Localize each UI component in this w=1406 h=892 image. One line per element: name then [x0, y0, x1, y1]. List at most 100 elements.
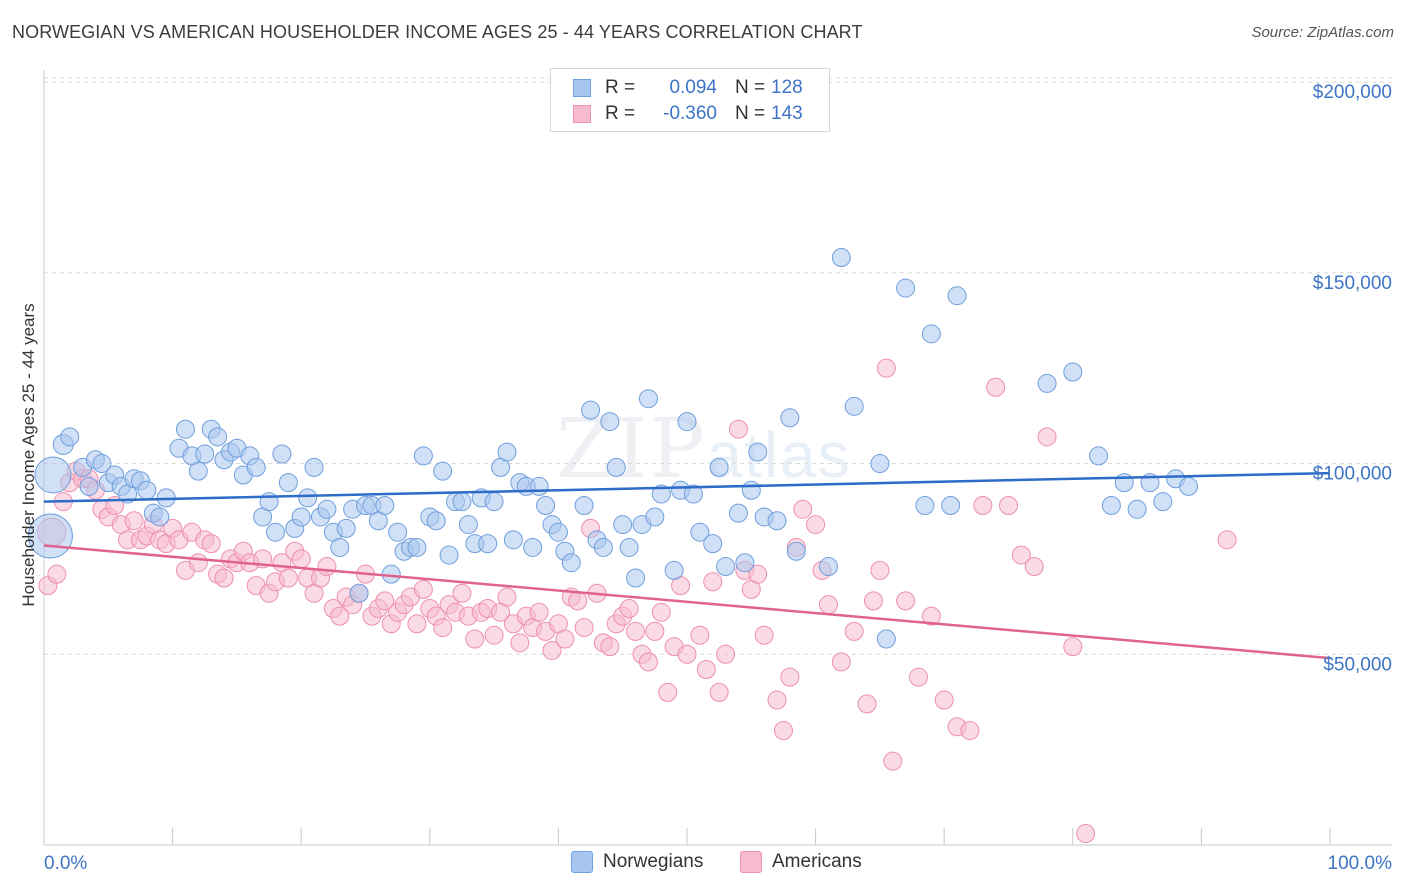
- norwegian-point: [581, 400, 601, 420]
- norwegian-point: [619, 537, 639, 557]
- norwegian-point: [741, 480, 761, 500]
- american-point: [863, 591, 883, 611]
- norwegian-point: [458, 515, 478, 535]
- norwegian-point: [786, 541, 806, 561]
- norwegian-point: [683, 484, 703, 504]
- norwegian-point: [150, 507, 170, 527]
- x-axis-ticks: [43, 828, 1331, 845]
- norwegian-point: [304, 457, 324, 477]
- norwegian-point: [246, 457, 266, 477]
- norwegian-point: [433, 461, 453, 481]
- american-point: [555, 629, 575, 649]
- norwegian-point: [561, 553, 581, 573]
- american-point: [600, 637, 620, 657]
- source-credit: Source: ZipAtlas.com: [1251, 24, 1394, 41]
- american-point: [780, 667, 800, 687]
- norwegian-point: [664, 560, 684, 580]
- americans-label: Americans: [772, 851, 862, 872]
- norwegian-point: [92, 454, 112, 474]
- y-axis-tick-labels: $50,000 $100,000 $150,000 $200,000: [1313, 82, 1392, 675]
- norwegian-point: [921, 324, 941, 344]
- norwegian-point: [818, 557, 838, 577]
- norwegian-point: [593, 537, 613, 557]
- americans-swatch: [740, 851, 762, 873]
- legend-r-label: R =: [605, 103, 636, 124]
- legend-item-americans[interactable]: Americans: [740, 851, 862, 873]
- norwegian-point: [497, 442, 517, 462]
- norwegian-point: [600, 412, 620, 432]
- american-point: [818, 595, 838, 615]
- american-point: [330, 606, 350, 626]
- legend-row-americans: R = -0.360 N = 143: [573, 102, 803, 126]
- trend-lines: [43, 471, 1331, 660]
- legend-swatch-pink: [573, 105, 591, 123]
- legend-r-value: 0.094: [669, 77, 717, 98]
- norwegian-point: [844, 396, 864, 416]
- american-point: [754, 625, 774, 645]
- norwegian-point: [613, 515, 633, 535]
- norwegian-point: [780, 408, 800, 428]
- norwegian-point: [137, 480, 157, 500]
- norwegian-point: [1037, 373, 1057, 393]
- x-tick-label-max: 100.0%: [1328, 853, 1393, 874]
- american-point: [291, 549, 311, 569]
- norwegian-point: [703, 534, 723, 554]
- american-point: [638, 652, 658, 672]
- norwegian-point: [536, 495, 556, 515]
- legend-item-norwegians[interactable]: Norwegians: [571, 851, 703, 873]
- american-point: [574, 618, 594, 638]
- american-point: [658, 682, 678, 702]
- american-point: [883, 751, 903, 771]
- american-point: [844, 621, 864, 641]
- legend-n-label: N =: [735, 77, 766, 98]
- legend-n-value: 143: [771, 103, 803, 124]
- norwegian-point: [413, 446, 433, 466]
- norwegian-point: [1127, 499, 1147, 519]
- american-point: [529, 602, 549, 622]
- norwegian-point: [503, 530, 523, 550]
- norwegian-point: [728, 503, 748, 523]
- norwegian-point: [1179, 476, 1199, 496]
- norwegian-point: [278, 473, 298, 493]
- american-point: [413, 579, 433, 599]
- norwegian-point: [870, 454, 890, 474]
- chart-title: NORWEGIAN VS AMERICAN HOUSEHOLDER INCOME…: [12, 22, 863, 42]
- norwegians-points: [27, 248, 1199, 649]
- norwegian-point: [831, 248, 851, 268]
- american-point: [497, 587, 517, 607]
- norwegian-point: [60, 427, 80, 447]
- norwegian-point: [606, 457, 626, 477]
- y-axis-label: Householder Income Ages 25 - 44 years: [19, 303, 38, 606]
- american-point: [375, 591, 395, 611]
- norwegian-point: [709, 457, 729, 477]
- series-legend: Norwegians Americans: [0, 851, 1406, 877]
- american-point: [703, 572, 723, 592]
- american-point: [870, 560, 890, 580]
- americans-trend-line: [43, 544, 1331, 660]
- american-point: [999, 495, 1018, 515]
- norwegian-point: [645, 507, 665, 527]
- norwegian-point: [388, 522, 408, 542]
- norwegian-point: [349, 583, 369, 603]
- norwegian-point: [574, 495, 594, 515]
- norwegian-point: [677, 412, 697, 432]
- legend-r-value: -0.360: [663, 103, 717, 124]
- american-point: [728, 419, 748, 439]
- norwegian-point: [291, 507, 311, 527]
- norwegian-point: [175, 419, 195, 439]
- legend-swatch-blue: [573, 79, 591, 97]
- american-point: [876, 358, 896, 378]
- y-tick-label: $200,000: [1313, 82, 1392, 103]
- american-point: [1076, 824, 1096, 844]
- american-point: [407, 614, 427, 634]
- norwegian-point: [439, 545, 459, 565]
- american-point: [857, 694, 877, 714]
- american-point: [716, 644, 736, 664]
- american-point: [748, 564, 768, 584]
- american-point: [651, 602, 671, 622]
- norwegian-point: [452, 492, 472, 512]
- x-tick-label-min: 0.0%: [44, 853, 87, 874]
- american-point: [793, 499, 813, 519]
- norwegian-point: [478, 534, 498, 554]
